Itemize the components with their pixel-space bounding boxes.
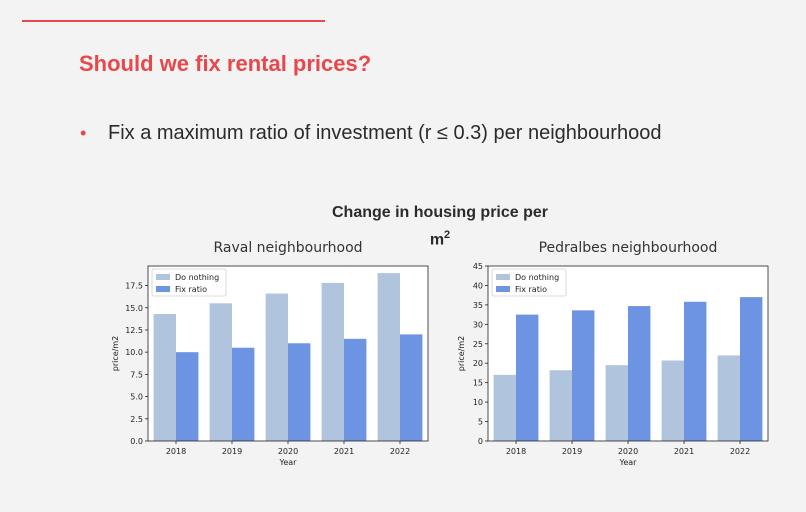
bar-1-1-0: [516, 314, 539, 441]
y-tick-label-1-3: 15: [473, 379, 483, 388]
y-tick-label-1-8: 40: [473, 281, 483, 290]
x-tick-label-1-2: 2020: [618, 447, 638, 456]
x-tick-label-0-4: 2022: [390, 447, 410, 456]
legend-label-0-0: Do nothing: [175, 273, 219, 282]
bar-1-0-1: [549, 370, 572, 441]
x-tick-label-1-1: 2019: [562, 447, 582, 456]
bar-1-1-1: [572, 310, 595, 441]
y-axis-label-1: price/m2: [457, 336, 466, 372]
bar-0-0-0: [153, 313, 176, 441]
bar-0-1-0: [176, 352, 199, 441]
legend-box-1: [491, 268, 567, 297]
figure-title-line1: Change in housing price per: [331, 204, 549, 221]
figure-title-superscript: 2: [444, 229, 451, 241]
chart-title-0: Raval neighbourhood: [213, 240, 362, 256]
y-tick-label-1-7: 35: [473, 301, 483, 310]
legend-box-0: [151, 268, 227, 297]
x-axis-label-0: Year: [279, 458, 298, 467]
bar-1-1-4: [740, 297, 763, 441]
bar-1-0-3: [661, 360, 684, 441]
bar-0-0-2: [265, 293, 288, 441]
x-tick-label-1-4: 2022: [730, 447, 750, 456]
x-tick-label-0-2: 2020: [278, 447, 298, 456]
legend-label-1-1: Fix ratio: [515, 285, 547, 294]
y-tick-label-0-5: 12.5: [125, 326, 143, 335]
bullet-dot-icon: •: [80, 123, 87, 143]
x-tick-label-0-3: 2021: [334, 447, 354, 456]
y-tick-label-0-4: 10.0: [125, 348, 143, 357]
y-tick-label-1-2: 10: [473, 398, 483, 407]
figure-title: Change in housing price per m2: [300, 202, 580, 251]
x-tick-label-0-0: 2018: [166, 447, 186, 456]
y-tick-label-1-5: 25: [473, 340, 483, 349]
y-tick-label-1-1: 5: [478, 418, 483, 427]
y-tick-label-0-7: 17.5: [125, 282, 143, 291]
y-tick-label-0-6: 15.0: [125, 304, 143, 313]
y-axis-label-0: price/m2: [111, 336, 120, 372]
bar-1-0-4: [717, 355, 740, 441]
y-tick-label-1-6: 30: [473, 320, 483, 329]
x-tick-label-0-1: 2019: [222, 447, 242, 456]
y-tick-label-0-2: 5.0: [130, 393, 143, 402]
bar-0-1-1: [232, 347, 255, 441]
legend-label-0-1: Fix ratio: [175, 285, 207, 294]
bar-0-0-1: [209, 303, 232, 441]
y-tick-label-1-0: 0: [478, 437, 483, 446]
y-tick-label-0-0: 0.0: [130, 437, 143, 446]
bar-0-1-4: [400, 334, 423, 441]
bar-1-1-2: [628, 306, 651, 441]
y-tick-label-0-3: 7.5: [130, 370, 143, 379]
figure-title-line2: m: [429, 231, 445, 249]
top-accent-rule: [22, 20, 325, 22]
y-tick-label-1-4: 20: [473, 359, 483, 368]
bar-0-1-2: [288, 343, 311, 441]
bar-1-1-3: [684, 301, 707, 441]
x-tick-label-1-3: 2021: [674, 447, 694, 456]
x-axis-label-1: Year: [619, 458, 638, 467]
y-tick-label-0-1: 2.5: [130, 415, 143, 424]
bar-1-0-2: [605, 365, 628, 441]
chart-title-1: Pedralbes neighbourhood: [539, 240, 718, 256]
x-tick-label-1-0: 2018: [506, 447, 526, 456]
legend-swatch-0-0: [156, 274, 170, 280]
bullet-text: Fix a maximum ratio of investment (r ≤ 0…: [108, 122, 662, 144]
bar-0-0-4: [377, 273, 400, 441]
y-tick-label-1-9: 45: [473, 262, 483, 271]
bar-1-0-0: [493, 374, 516, 441]
legend-swatch-1-1: [496, 286, 510, 292]
bar-0-0-3: [321, 282, 344, 441]
legend-swatch-0-1: [156, 286, 170, 292]
slide-title: Should we fix rental prices?: [79, 51, 372, 76]
bullet-item: • Fix a maximum ratio of investment (r ≤…: [80, 122, 661, 145]
legend-label-1-0: Do nothing: [515, 273, 559, 282]
bar-0-1-3: [344, 338, 367, 441]
legend-swatch-1-0: [496, 274, 510, 280]
